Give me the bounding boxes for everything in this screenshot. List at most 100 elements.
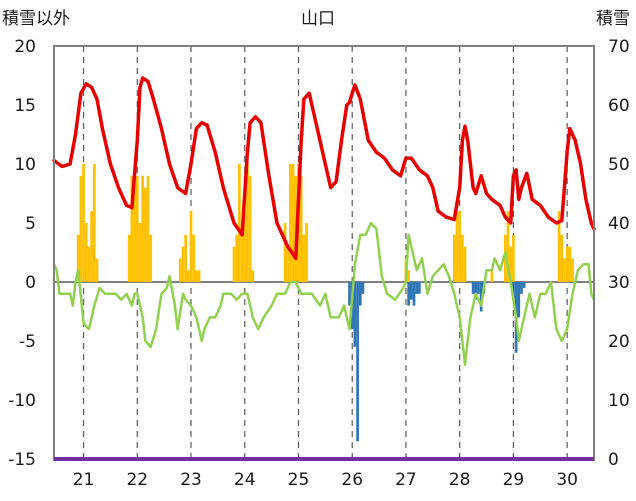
x-tick-label: 28 — [449, 470, 471, 490]
positive-bar — [463, 246, 467, 282]
negative-bar — [471, 282, 475, 294]
positive-bar — [407, 270, 410, 282]
bar-layer — [76, 164, 574, 442]
positive-bar — [197, 270, 201, 282]
positive-bar — [286, 246, 290, 282]
positive-bar — [240, 223, 244, 282]
right-tick-label: 30 — [608, 273, 630, 293]
positive-bar — [87, 246, 91, 282]
positive-bar — [235, 234, 239, 282]
negative-bar — [356, 282, 359, 442]
negative-bar — [517, 282, 521, 318]
positive-bar — [84, 223, 88, 282]
left-tick-label: 10 — [14, 155, 36, 175]
positive-bar — [232, 246, 236, 282]
positive-bar — [130, 175, 134, 282]
positive-bar — [299, 175, 303, 282]
right-tick-label: 10 — [608, 391, 630, 411]
left-tick-label: 5 — [25, 214, 36, 234]
positive-bar — [509, 246, 513, 282]
positive-bar — [557, 211, 561, 282]
line-layer — [52, 76, 596, 366]
right-tick-label: 60 — [608, 96, 630, 116]
positive-bar — [79, 175, 83, 282]
positive-bar — [458, 211, 462, 282]
positive-bar — [251, 270, 255, 282]
positive-bar — [305, 223, 308, 282]
left-tick-label: 20 — [14, 37, 36, 57]
left-tick-label: -15 — [8, 450, 36, 470]
negative-bar — [361, 282, 365, 294]
positive-bar — [133, 175, 136, 282]
positive-bar — [127, 234, 131, 282]
positive-bar — [568, 246, 572, 282]
left-tick-label: 15 — [14, 96, 36, 116]
positive-bar — [565, 246, 569, 282]
negative-bar — [358, 282, 362, 306]
positive-bar — [563, 258, 566, 282]
positive-bar — [461, 234, 464, 282]
positive-bar — [452, 234, 456, 282]
positive-bar — [490, 270, 494, 282]
positive-bar — [246, 164, 249, 282]
positive-bar — [178, 258, 182, 282]
positive-bar — [90, 211, 93, 282]
x-tick-label: 22 — [126, 470, 148, 490]
right-tick-label: 20 — [608, 332, 630, 352]
x-tick-label: 24 — [234, 470, 256, 490]
positive-bar — [92, 164, 96, 282]
negative-bar — [412, 282, 416, 306]
x-tick-label: 26 — [341, 470, 363, 490]
positive-bar — [95, 258, 99, 282]
negative-bar — [348, 282, 351, 306]
positive-bar — [195, 270, 198, 282]
positive-bar — [149, 234, 153, 282]
x-tick-label: 25 — [288, 470, 310, 490]
positive-bar — [146, 175, 150, 282]
x-tick-label: 23 — [180, 470, 202, 490]
right-tick-label: 50 — [608, 155, 630, 175]
positive-bar — [189, 211, 193, 282]
positive-bar — [506, 211, 510, 282]
left-tick-label: -5 — [19, 332, 36, 352]
positive-bar — [138, 223, 142, 282]
negative-bar — [479, 282, 483, 312]
negative-bar — [522, 282, 526, 288]
x-tick-label: 27 — [395, 470, 417, 490]
positive-bar — [560, 234, 564, 282]
positive-bar — [455, 211, 459, 282]
positive-bar — [144, 187, 147, 282]
positive-bar — [248, 175, 252, 282]
right-tick-label: 70 — [608, 37, 630, 57]
temperature-line — [52, 76, 596, 261]
right-axis-title: 積雪 — [596, 9, 630, 29]
negative-bar — [409, 282, 413, 300]
positive-bar — [186, 270, 190, 282]
positive-bar — [243, 211, 247, 282]
positive-bar — [184, 234, 187, 282]
negative-bar — [353, 282, 357, 347]
positive-bar — [512, 234, 515, 282]
negative-bar — [512, 282, 515, 300]
chart-title: 山口 — [301, 9, 335, 29]
positive-bar — [135, 175, 139, 282]
left-tick-label: -10 — [8, 391, 36, 411]
change-line — [52, 221, 596, 366]
positive-bar — [289, 164, 292, 282]
negative-bar — [418, 282, 421, 294]
positive-bar — [82, 164, 85, 282]
x-tick-label: 29 — [503, 470, 525, 490]
negative-bar — [407, 282, 410, 306]
left-axis-title: 積雪以外 — [2, 9, 70, 29]
positive-bar — [291, 164, 295, 282]
negative-bar — [415, 282, 419, 294]
right-tick-label: 40 — [608, 214, 630, 234]
positive-bar — [181, 246, 185, 282]
positive-bar — [192, 234, 196, 282]
negative-bar — [477, 282, 480, 294]
positive-bar — [76, 234, 80, 282]
positive-bar — [302, 234, 306, 282]
